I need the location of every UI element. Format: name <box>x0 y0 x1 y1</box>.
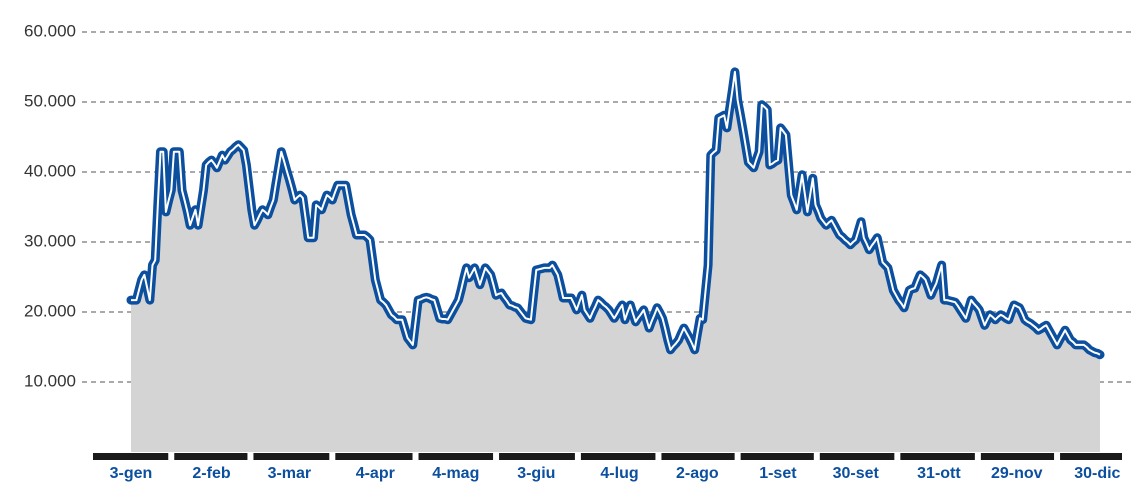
x-tick-label: 30-set <box>833 465 880 482</box>
axis-band <box>740 453 814 460</box>
y-tick-label: 30.000 <box>24 231 76 250</box>
y-tick-label: 10.000 <box>24 371 76 390</box>
x-tick-label: 4-mag <box>432 465 479 482</box>
axis-band <box>335 453 413 460</box>
x-tick-label: 3-gen <box>110 465 153 482</box>
x-tick-label: 4-lug <box>600 465 638 482</box>
y-tick-label: 50.000 <box>24 91 76 110</box>
x-tick-label: 2-ago <box>676 465 719 482</box>
x-tick-label: 3-giu <box>517 465 555 482</box>
axis-band <box>980 453 1055 460</box>
axis-band <box>819 453 895 460</box>
x-tick-label: 29-nov <box>991 465 1043 482</box>
axis-band <box>253 453 330 460</box>
x-tick-label: 2-feb <box>192 465 230 482</box>
axis-band <box>499 453 575 460</box>
axis-band <box>580 453 656 460</box>
axis-band <box>93 453 169 460</box>
axis-band <box>661 453 735 460</box>
axis-band <box>174 453 248 460</box>
x-tick-label: 30-dic <box>1074 465 1120 482</box>
area <box>131 71 1100 453</box>
y-tick-label: 60.000 <box>24 21 76 40</box>
axis-band <box>1060 453 1122 460</box>
y-tick-label: 20.000 <box>24 301 76 320</box>
axis-band <box>418 453 494 460</box>
x-tick-label: 1-set <box>759 465 797 482</box>
y-tick-label: 40.000 <box>24 161 76 180</box>
axis-band <box>900 453 975 460</box>
x-tick-label: 3-mar <box>268 465 312 482</box>
line-inner <box>131 70 1101 356</box>
x-tick-label: 4-apr <box>356 465 395 482</box>
x-tick-label: 31-ott <box>917 465 961 482</box>
